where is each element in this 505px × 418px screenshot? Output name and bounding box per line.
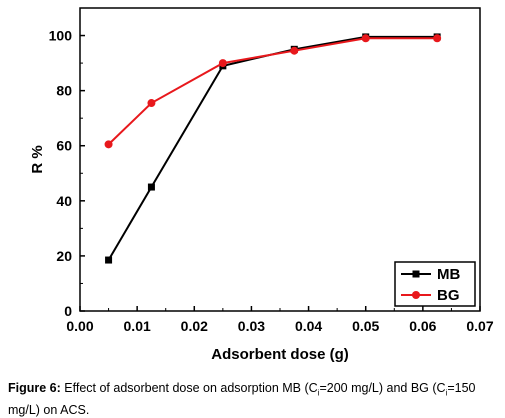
series-line-mb [107, 35, 438, 261]
caption-sub-1: i [317, 388, 320, 398]
y-tick-label: 40 [56, 193, 72, 209]
data-point-bg [218, 59, 227, 68]
caption-text-2: =200 mg/L) and BG (C [319, 381, 446, 395]
y-tick-label: 100 [49, 28, 73, 44]
caption-sub-2: i [445, 388, 448, 398]
series-line-bg [107, 37, 438, 146]
legend-marker-mb [412, 270, 420, 278]
data-point-bg [290, 46, 299, 55]
figure-caption: Figure 6: Effect of adsorbent dose on ad… [8, 380, 503, 418]
y-tick-label: 60 [56, 138, 72, 154]
caption-text-3: =150 mg/L) on ACS. [8, 381, 476, 417]
x-tick-label: 0.06 [409, 318, 436, 334]
legend: MB BG [394, 261, 476, 307]
x-tick-label: 0.07 [466, 318, 493, 334]
caption-text-1: Effect of adsorbent dose on adsorption M… [60, 381, 318, 395]
data-point-bg [361, 34, 370, 43]
x-tick-label: 0.01 [124, 318, 151, 334]
data-point-mb [147, 183, 155, 191]
legend-marker-bg [412, 291, 420, 299]
y-axis-ticks: 0 20 40 60 80 100 [49, 28, 85, 319]
legend-box [394, 261, 476, 307]
plot-frame [79, 7, 481, 312]
series-layer [104, 33, 442, 264]
data-point-bg [147, 99, 156, 108]
legend-label-mb: MB [437, 266, 460, 283]
x-tick-label: 0.05 [352, 318, 379, 334]
data-point-bg [104, 140, 113, 149]
data-point-mb [105, 256, 113, 264]
y-tick-label: 80 [56, 83, 72, 99]
x-tick-label: 0.03 [238, 318, 265, 334]
chart: 0.00 0.01 0.02 0.03 0.04 0.05 0.06 0.07 0 20 40 60… [29, 7, 494, 363]
x-axis-ticks: 0.00 0.01 0.02 0.03 0.04 0.05 0.06 0.07 [66, 306, 494, 334]
y-tick-label: 0 [64, 303, 72, 319]
x-tick-label: 0.00 [66, 318, 93, 334]
x-tick-label: 0.02 [181, 318, 208, 334]
x-tick-label: 0.04 [295, 318, 322, 334]
caption-label: Figure 6: [8, 381, 61, 395]
y-tick-label: 20 [56, 248, 72, 264]
x-axis-label: Adsorbent dose (g) [211, 346, 349, 363]
y-axis-label: R % [29, 145, 46, 173]
data-point-bg [433, 34, 442, 43]
legend-label-bg: BG [437, 287, 460, 304]
